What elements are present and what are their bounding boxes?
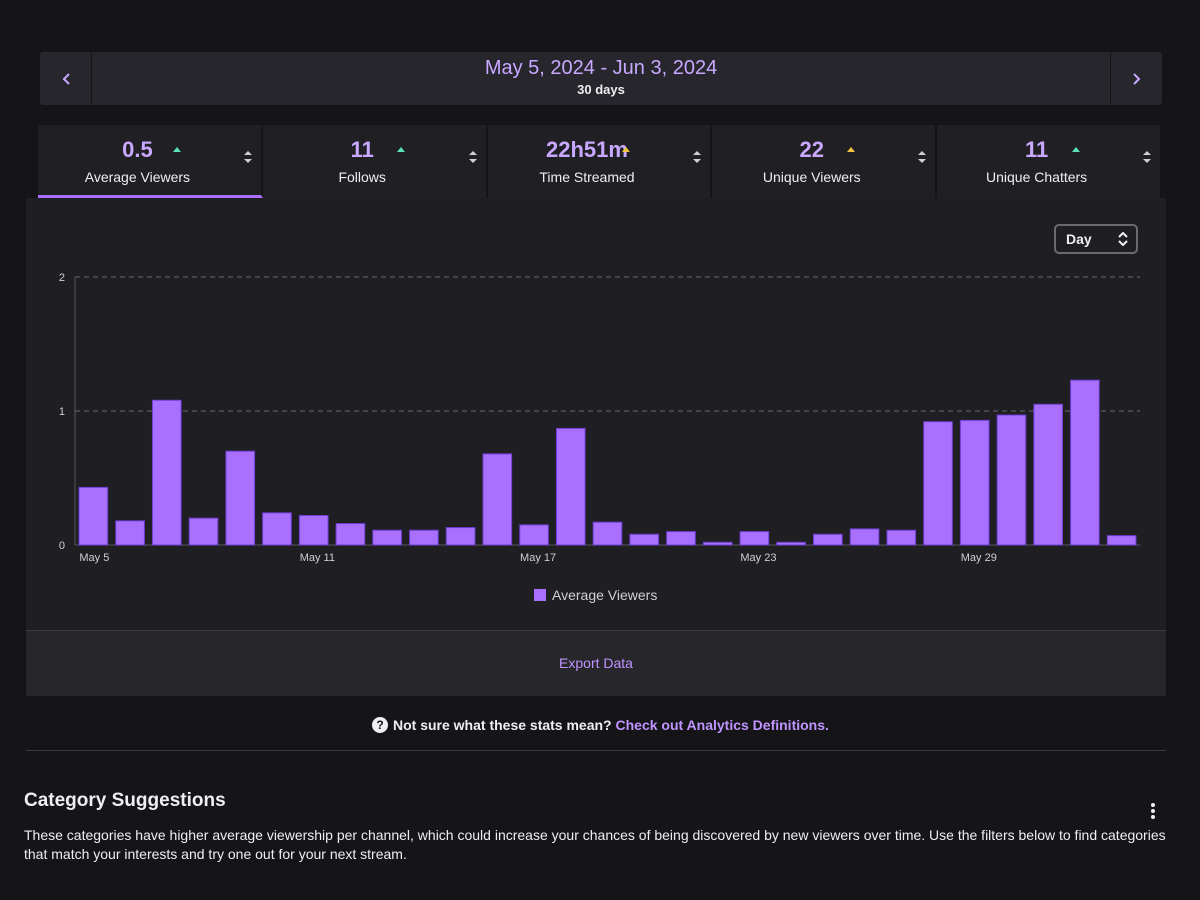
export-button[interactable]: Export Data — [26, 630, 1166, 696]
bar — [1106, 535, 1137, 546]
legend-swatch — [534, 589, 546, 601]
stat-label: Unique Chatters — [986, 169, 1088, 185]
stat-value: 22 — [799, 137, 825, 162]
x-tick-label: May 17 — [520, 552, 556, 564]
bar — [78, 486, 109, 546]
stat-label: Follows — [338, 169, 386, 185]
stat-tab[interactable]: 0.5 Average Viewers — [38, 125, 263, 198]
stat-tab[interactable]: 11 Unique Chatters — [937, 125, 1162, 198]
stat-tab[interactable]: 11 Follows — [262, 125, 488, 198]
bar — [739, 531, 770, 546]
bar — [409, 529, 439, 546]
stat-label: Average Viewers — [84, 169, 191, 185]
bar — [666, 531, 696, 546]
bar — [298, 515, 329, 546]
interval-select[interactable]: Day — [1054, 224, 1138, 254]
svg-text:?: ? — [376, 718, 383, 732]
divider — [26, 750, 1166, 751]
next-button[interactable] — [1110, 52, 1162, 105]
stat-value: 0.5 — [122, 137, 153, 162]
x-tick-label: May 29 — [961, 552, 997, 564]
select-icon — [1118, 232, 1128, 246]
bar — [592, 521, 623, 546]
interval-label: Day — [1066, 231, 1092, 247]
prev-button[interactable] — [40, 52, 92, 105]
y-tick-label: 0 — [59, 540, 65, 552]
stat-tab[interactable]: 22h51m Time Streamed — [487, 125, 713, 198]
section-title: Category Suggestions — [24, 790, 226, 811]
y-tick-label: 1 — [59, 406, 65, 418]
stats-row: 0.5 Average Viewers 11 Follows 22h51m Time St… — [38, 125, 1162, 198]
chart-panel: Day 0 1 2 May 5 May 11 May 17 May 23 May 29 Aver… — [26, 198, 1166, 696]
bar — [445, 527, 476, 546]
date-range: May 5, 2024 - Jun 3, 2024 — [484, 57, 718, 79]
help-link[interactable]: Check out Analytics Definitions. — [615, 717, 829, 733]
bar — [225, 450, 256, 546]
bar — [849, 528, 880, 546]
bar — [1070, 379, 1100, 546]
stat-tab[interactable]: 22 Unique Viewers — [712, 125, 938, 198]
stat-value: 11 — [1024, 137, 1049, 162]
bar — [335, 523, 366, 546]
bar — [813, 533, 843, 546]
bar — [886, 529, 917, 546]
x-tick-label: May 11 — [300, 552, 335, 564]
bar — [702, 541, 733, 546]
bar — [482, 453, 513, 546]
help-question: Not sure what these stats mean? — [392, 717, 612, 733]
stat-value: 22h51m — [546, 137, 628, 162]
stat-value: 11 — [350, 137, 374, 162]
bar — [262, 512, 292, 546]
bar — [372, 529, 402, 546]
bar — [115, 520, 145, 546]
more-menu[interactable] — [1148, 802, 1158, 820]
bar — [959, 419, 990, 546]
bar — [151, 399, 182, 546]
x-tick-label: May 23 — [740, 552, 776, 564]
duration: 30 days — [577, 82, 625, 97]
bar — [1033, 403, 1064, 546]
stat-label: Time Streamed — [539, 169, 635, 185]
bar — [776, 541, 806, 546]
bar — [188, 517, 219, 546]
stat-label: Unique Viewers — [762, 169, 861, 185]
bar — [923, 421, 953, 546]
section-description: These categories have higher average vie… — [24, 827, 1166, 862]
legend-label: Average Viewers — [552, 587, 657, 603]
x-tick-label: May 5 — [79, 552, 109, 564]
date-bar: May 5, 2024 - Jun 3, 2024 30 days — [40, 52, 1162, 105]
bar — [629, 533, 660, 546]
bar — [996, 414, 1027, 546]
chart: 0 1 2 May 5 May 11 May 17 May 23 May 29 Average … — [59, 272, 1140, 603]
help-line: ? Not sure what these stats mean? Check … — [0, 716, 1200, 734]
y-tick-label: 2 — [59, 272, 65, 284]
bar — [519, 524, 549, 546]
bar — [555, 427, 586, 546]
help-icon: ? — [372, 717, 389, 733]
